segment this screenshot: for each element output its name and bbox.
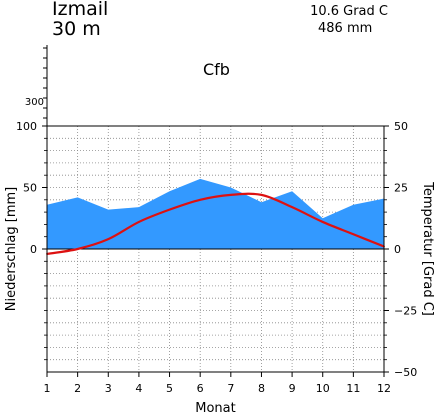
left-tick-label: 50 xyxy=(23,182,37,195)
x-axis-label: Monat xyxy=(195,401,235,416)
right-tick-label: 50 xyxy=(394,120,408,133)
temperature-point xyxy=(352,233,355,236)
annual-precipitation: 486 mm xyxy=(318,21,373,36)
x-tick-label: 5 xyxy=(166,382,173,395)
mean-temperature: 10.6 Grad C xyxy=(310,4,388,19)
temperature-point xyxy=(107,238,110,241)
x-tick-label: 1 xyxy=(44,382,51,395)
x-tick-label: 11 xyxy=(346,382,360,395)
right-tick-label: −50 xyxy=(394,366,417,379)
x-tick-label: 8 xyxy=(258,382,265,395)
right-tick-label: 25 xyxy=(394,182,408,195)
right-tick-label: 0 xyxy=(394,243,401,256)
temperature-line xyxy=(46,192,385,256)
right-axis-label: Temperatur [Grad C] xyxy=(420,181,435,316)
x-tick-label: 12 xyxy=(377,382,391,395)
temperature-point xyxy=(199,198,202,201)
right-tick-label: −25 xyxy=(394,305,417,318)
x-tick-label: 7 xyxy=(227,382,234,395)
temperature-point xyxy=(76,248,79,250)
x-tick-label: 2 xyxy=(74,382,81,395)
x-tick-label: 4 xyxy=(135,382,142,395)
climate-class: Cfb xyxy=(203,60,230,79)
temperature-point xyxy=(321,221,324,223)
left-tick-label: 100 xyxy=(16,120,37,133)
left-axis-label: Niederschlag [mm] xyxy=(4,187,19,312)
x-tick-label: 6 xyxy=(197,382,204,395)
station-elevation: 30 m xyxy=(52,18,101,40)
x-tick-label: 3 xyxy=(105,382,112,395)
station-name: Izmail xyxy=(52,0,109,20)
temperature-point xyxy=(291,206,293,209)
temperature-point xyxy=(229,193,232,196)
x-tick-label: 10 xyxy=(316,382,330,395)
temperature-point xyxy=(260,193,263,196)
temperature-point xyxy=(138,221,140,223)
upper-axis-tick-label: 300 xyxy=(25,97,44,108)
left-tick-label: 0 xyxy=(30,243,37,256)
x-tick-label: 9 xyxy=(289,382,296,395)
temperature-point xyxy=(168,208,171,211)
precipitation-area xyxy=(47,178,384,249)
